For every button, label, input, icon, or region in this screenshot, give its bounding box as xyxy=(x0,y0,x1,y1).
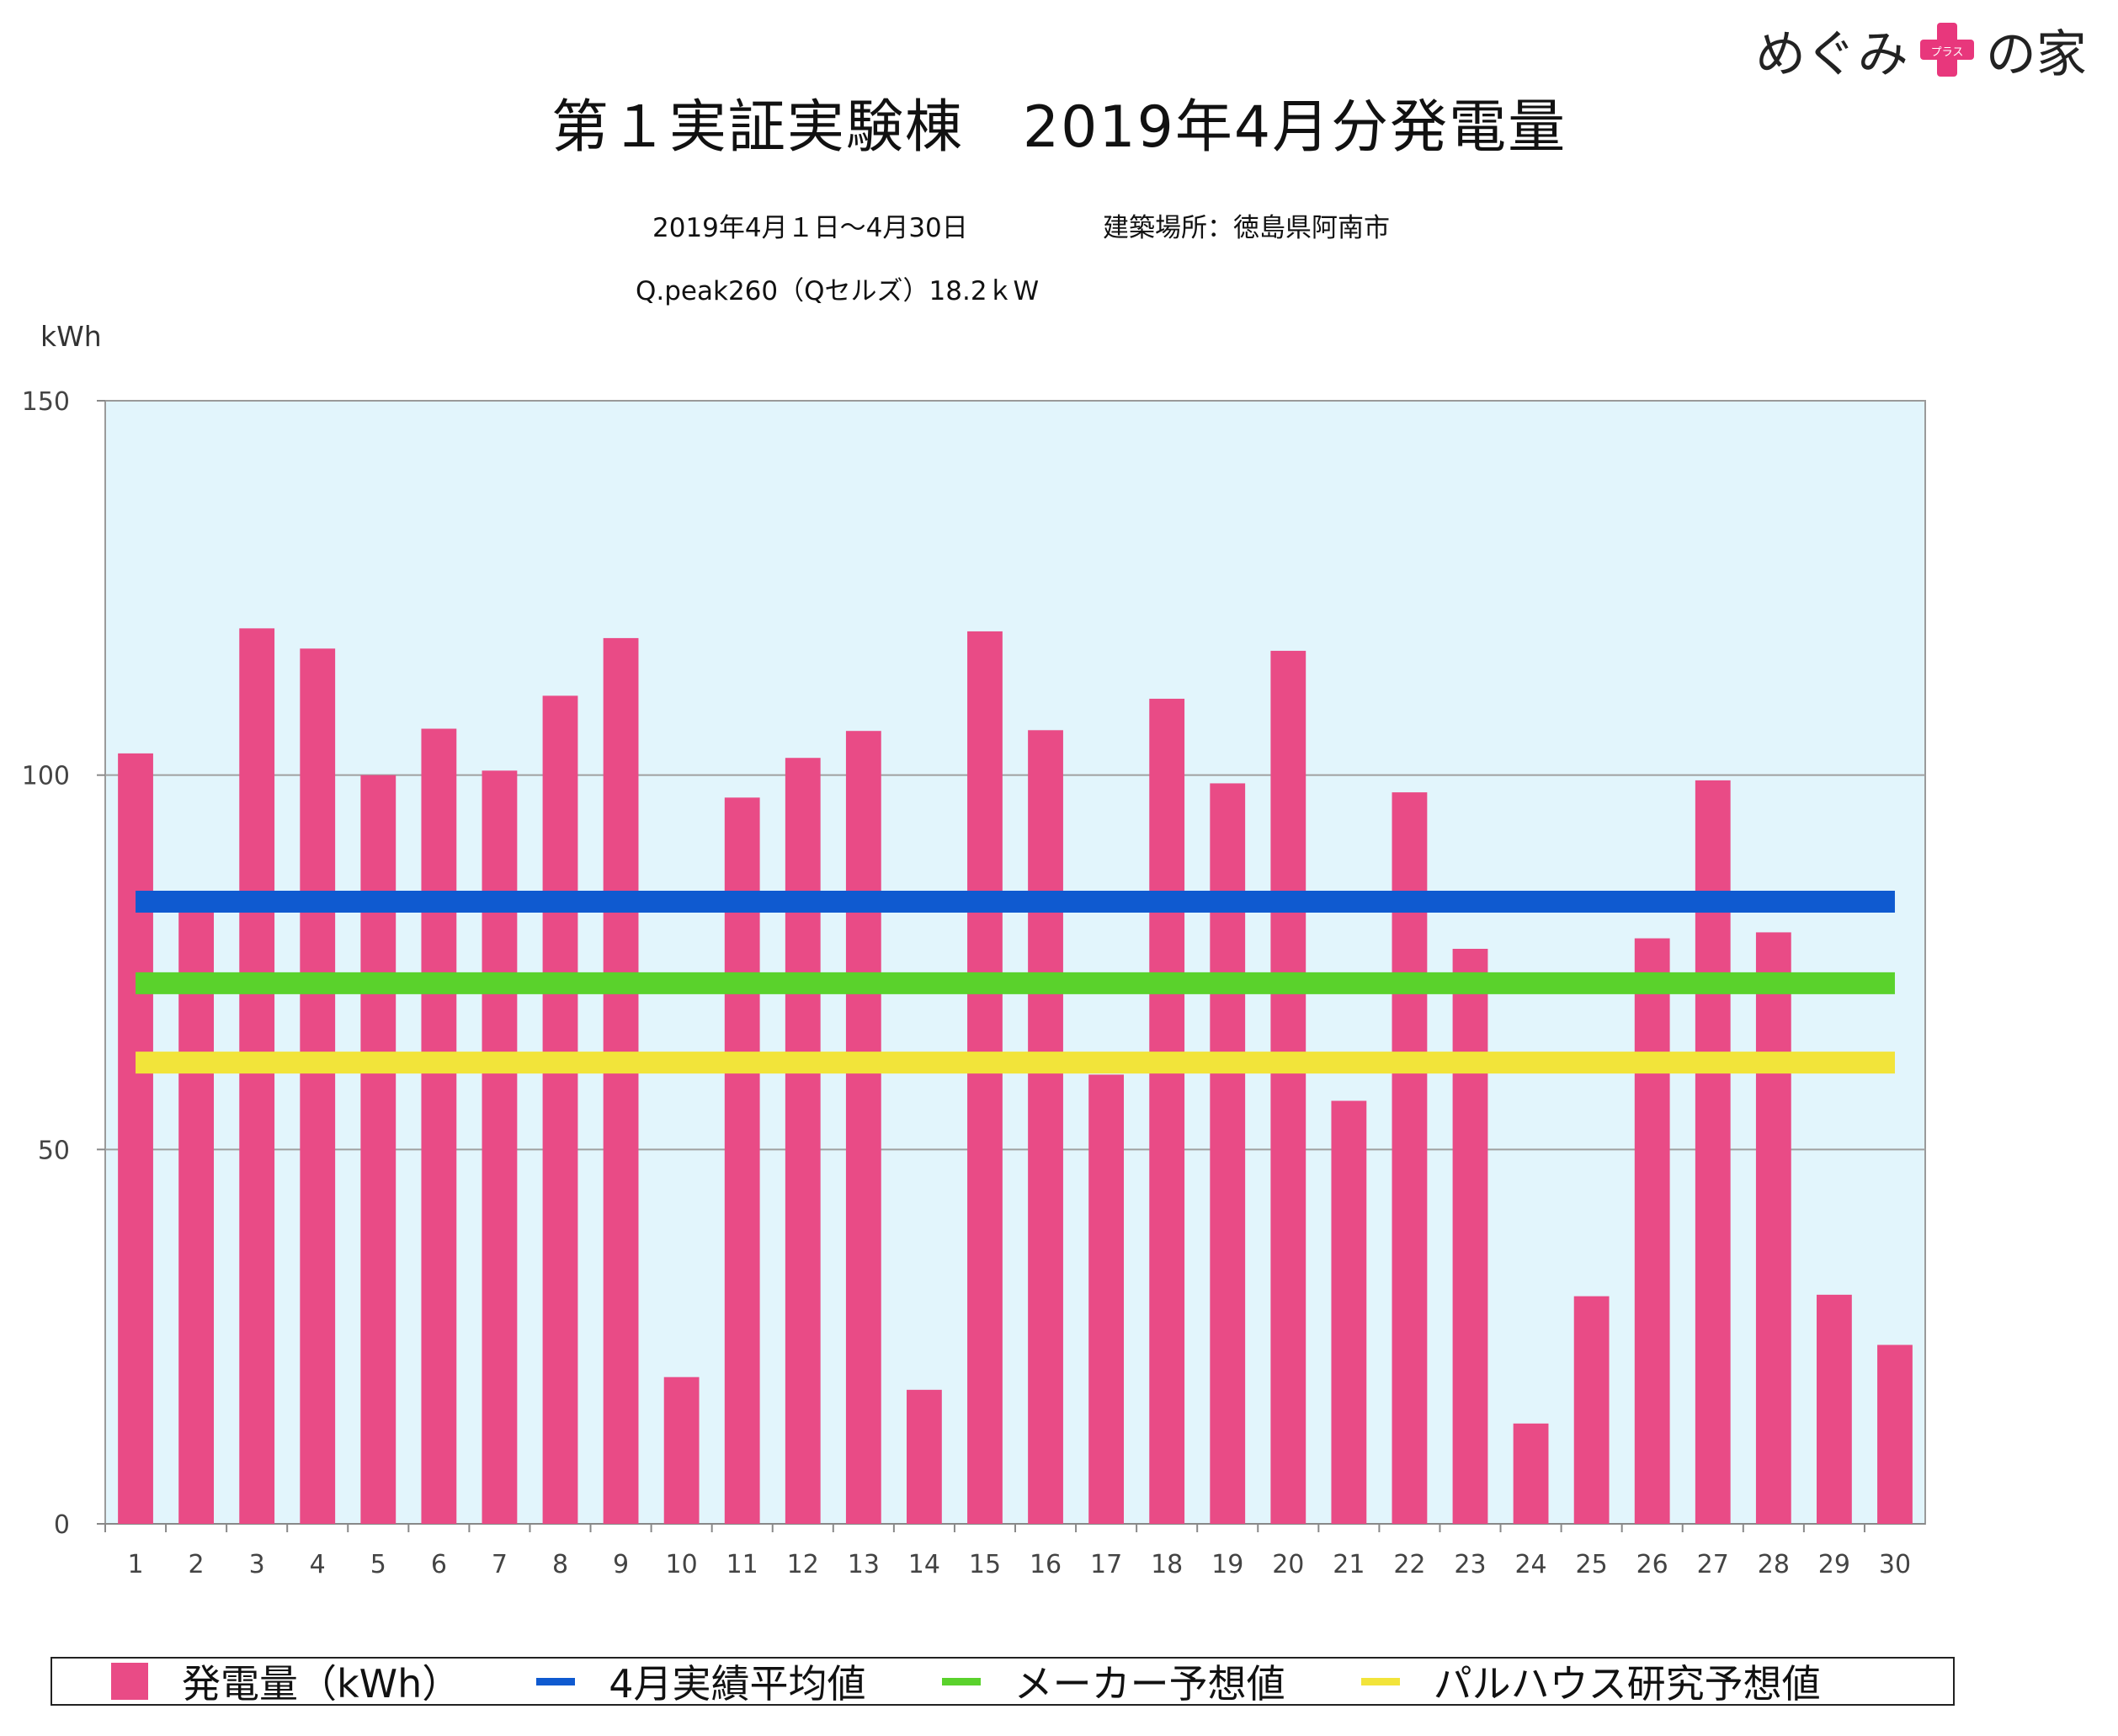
bar xyxy=(1573,1296,1610,1524)
x-tick-label: 24 xyxy=(1514,1550,1546,1579)
bar xyxy=(1149,698,1185,1524)
y-tick-label: 100 xyxy=(22,762,70,791)
x-tick-label: 8 xyxy=(552,1550,568,1579)
x-tick-label: 12 xyxy=(787,1550,819,1579)
bar xyxy=(603,637,639,1524)
x-tick-label: 2 xyxy=(189,1550,205,1579)
bar xyxy=(421,728,457,1524)
bar xyxy=(1817,1294,1852,1524)
period-text: 2019年4月１日〜4月30日 xyxy=(652,213,968,243)
bar xyxy=(1088,1074,1124,1524)
bar xyxy=(1755,932,1791,1524)
x-tick-label: 20 xyxy=(1272,1550,1304,1579)
x-tick-label: 19 xyxy=(1211,1550,1243,1579)
x-tick-label: 9 xyxy=(613,1550,629,1579)
plus-cross-icon: プラス xyxy=(1919,23,1974,77)
bar xyxy=(663,1377,700,1524)
x-tick-label: 30 xyxy=(1879,1550,1911,1579)
legend-item: メーカー予想値 xyxy=(941,1653,1285,1709)
x-tick-label: 29 xyxy=(1818,1550,1850,1579)
x-tick-label: 10 xyxy=(666,1550,698,1579)
x-tick-label: 18 xyxy=(1151,1550,1183,1579)
legend-item: 4月実績平均値 xyxy=(536,1653,866,1709)
brand-text: めぐみ xyxy=(1755,24,1908,84)
legend-swatch-line xyxy=(941,1677,981,1685)
bar xyxy=(239,628,275,1524)
bar xyxy=(785,758,821,1524)
x-tick-label: 26 xyxy=(1636,1550,1668,1579)
x-tick-label: 14 xyxy=(908,1550,940,1579)
bar xyxy=(1513,1423,1549,1524)
bar xyxy=(178,909,214,1524)
bar xyxy=(1877,1345,1913,1524)
legend-swatch-square xyxy=(111,1663,148,1700)
brand-text-suffix: の家 xyxy=(1985,24,2087,84)
x-tick-label: 7 xyxy=(492,1550,508,1579)
y-axis-unit: kWh xyxy=(40,320,102,353)
y-tick-label: 150 xyxy=(22,387,70,417)
legend-label: 発電量（kWh） xyxy=(182,1661,461,1707)
bar xyxy=(482,770,518,1524)
bar xyxy=(1270,651,1306,1524)
x-tick-label: 3 xyxy=(249,1550,265,1579)
x-tick-label: 6 xyxy=(431,1550,447,1579)
x-tick-label: 4 xyxy=(310,1550,326,1579)
y-tick-label: 0 xyxy=(54,1510,70,1540)
bar xyxy=(1634,938,1670,1524)
bar xyxy=(300,648,336,1524)
x-tick-label: 25 xyxy=(1576,1550,1608,1579)
x-tick-label: 28 xyxy=(1758,1550,1790,1579)
bar xyxy=(1028,730,1063,1524)
legend-item: 発電量（kWh） xyxy=(111,1653,460,1709)
chart-legend: 発電量（kWh） 4月実績平均値 メーカー予想値 パルハウス研究予想値 xyxy=(51,1657,1955,1707)
x-tick-label: 21 xyxy=(1333,1550,1365,1579)
x-tick-label: 17 xyxy=(1090,1550,1122,1579)
bar xyxy=(845,731,881,1524)
x-tick-label: 13 xyxy=(848,1550,880,1579)
x-tick-label: 5 xyxy=(370,1550,386,1579)
plus-label: プラス xyxy=(1930,46,1963,59)
bar xyxy=(1392,792,1428,1524)
x-tick-label: 16 xyxy=(1030,1550,1062,1579)
bar xyxy=(967,631,1003,1524)
legend-swatch-line xyxy=(1360,1677,1400,1685)
y-tick-label: 50 xyxy=(38,1136,70,1165)
bar xyxy=(907,1389,942,1524)
x-tick-label: 15 xyxy=(969,1550,1001,1579)
legend-label: パルハウス研究予想値 xyxy=(1433,1661,1821,1707)
location-text: 建築場所：徳島県阿南市 xyxy=(1103,213,1390,243)
legend-swatch-line xyxy=(536,1677,576,1685)
legend-label: メーカー予想値 xyxy=(1014,1661,1285,1707)
bar xyxy=(724,797,760,1524)
bar xyxy=(1452,948,1488,1524)
page-title: 第１実証実験棟 2019年4月分発電量 xyxy=(551,94,1567,161)
x-tick-label: 22 xyxy=(1393,1550,1425,1579)
bar xyxy=(542,695,578,1524)
brand-logo: めぐみ プラス の家 xyxy=(1755,12,2087,88)
bar xyxy=(360,775,396,1524)
bar xyxy=(1331,1100,1367,1524)
x-tick-label: 11 xyxy=(726,1550,758,1579)
x-tick-label: 1 xyxy=(127,1550,143,1579)
legend-item: パルハウス研究予想値 xyxy=(1360,1653,1821,1709)
legend-label: 4月実績平均値 xyxy=(609,1661,866,1707)
x-tick-label: 23 xyxy=(1454,1550,1486,1579)
panel-text: Q.peak260（Qセルズ）18.2ｋW xyxy=(636,276,1040,306)
bar xyxy=(118,753,153,1524)
plot-area xyxy=(104,400,1926,1525)
x-tick-label: 27 xyxy=(1697,1550,1729,1579)
